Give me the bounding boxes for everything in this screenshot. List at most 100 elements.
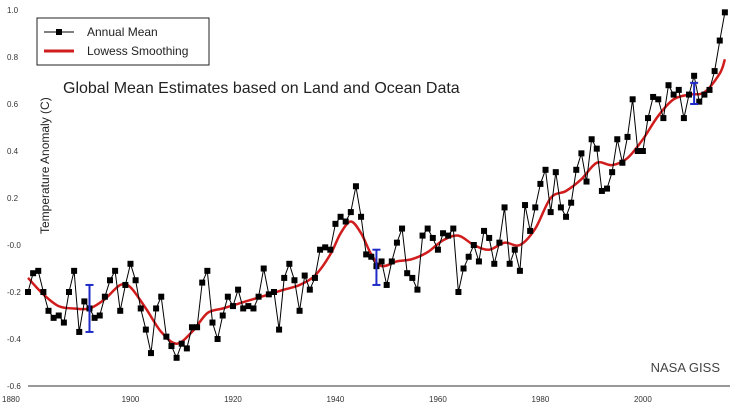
annual-mean-point	[614, 136, 621, 143]
annual-mean-point	[260, 265, 267, 272]
annual-mean-point	[486, 234, 493, 241]
annual-mean-point	[552, 169, 559, 176]
annual-mean-point	[588, 136, 595, 143]
annual-mean-point	[711, 68, 718, 75]
annual-mean-point	[209, 319, 216, 326]
annual-mean-point	[358, 213, 365, 220]
annual-mean-point	[470, 242, 477, 248]
annual-mean-point	[25, 289, 31, 295]
annual-mean-point	[680, 115, 687, 122]
annual-mean-point	[276, 326, 283, 333]
annual-mean-point	[399, 225, 406, 232]
annual-mean-point	[240, 305, 247, 312]
y-tick-labels: -0.6 -0.4 -0.2 -0.0 0.2 0.4 0.6 0.8 1.0	[7, 6, 21, 391]
annual-mean-point	[665, 82, 672, 89]
y-tick-label: -0.2	[7, 288, 21, 297]
annual-mean-point	[460, 265, 467, 272]
annual-mean-point	[327, 246, 334, 253]
annual-mean-point	[106, 277, 113, 284]
annual-mean-point	[527, 227, 534, 234]
annual-mean-point	[322, 244, 329, 251]
annual-mean-point	[573, 166, 580, 173]
annual-mean-point	[91, 314, 98, 321]
annual-mean-point	[670, 91, 677, 98]
annual-mean-point	[65, 289, 72, 295]
annual-mean-point	[188, 324, 195, 331]
annual-mean-point	[229, 303, 236, 310]
annual-mean-point	[153, 305, 160, 312]
annual-mean-point	[393, 239, 400, 246]
annual-mean-point	[311, 274, 318, 281]
annual-mean-point	[604, 185, 611, 192]
annual-mean-point	[475, 258, 482, 265]
annual-mean-point	[537, 180, 544, 187]
series-annual-mean	[25, 9, 728, 361]
annual-mean-point	[619, 159, 626, 166]
annual-mean-point	[173, 354, 180, 361]
annual-mean-point	[383, 281, 390, 288]
annual-mean-point	[501, 204, 508, 211]
annual-mean-point	[655, 96, 662, 103]
annual-mean-point	[81, 298, 88, 305]
annual-mean-point	[686, 91, 693, 98]
annual-mean-point	[378, 258, 385, 265]
annual-mean-point	[368, 253, 375, 260]
annual-mean-point	[465, 253, 472, 260]
annual-mean-point	[650, 93, 657, 100]
annual-mean-point	[363, 251, 370, 258]
annual-mean-point	[645, 115, 652, 122]
x-tick-label: 1960	[429, 395, 447, 404]
annual-mean-point	[542, 166, 549, 173]
annual-mean-point	[639, 148, 646, 154]
annual-mean-point	[624, 133, 631, 140]
error-bar	[690, 81, 699, 105]
x-tick-label: 1920	[224, 395, 242, 404]
y-axis-label: Temperature Anomaly (C)	[38, 97, 52, 234]
annual-mean-point	[127, 260, 134, 267]
annual-mean-point	[660, 115, 667, 122]
annual-mean-point	[183, 345, 190, 352]
annual-mean-point	[491, 260, 498, 267]
y-tick-label: 0.6	[7, 100, 19, 109]
annual-mean-point	[122, 281, 129, 288]
annual-mean-point	[163, 333, 170, 340]
annual-mean-point	[337, 213, 344, 220]
annual-mean-point	[199, 279, 206, 286]
y-tick-label: -0.6	[7, 382, 21, 391]
legend-annual-mean-marker	[56, 29, 62, 35]
annual-mean-point	[194, 324, 201, 331]
annual-mean-point	[255, 293, 262, 300]
x-tick-label: 1880	[2, 395, 20, 404]
annual-mean-point	[404, 270, 411, 277]
source-credit: NASA GISS	[651, 360, 721, 375]
annual-mean-point	[112, 267, 119, 274]
annual-mean-point	[414, 286, 421, 293]
annual-mean-point	[450, 225, 457, 232]
annual-mean-point	[568, 199, 575, 206]
error-bar	[372, 248, 381, 286]
annual-mean-point	[332, 220, 339, 227]
y-tick-label: 0.8	[7, 53, 19, 62]
legend-lowess-label: Lowess Smoothing	[87, 44, 188, 58]
annual-mean-point	[76, 328, 83, 335]
annual-mean-point	[250, 305, 257, 312]
annual-mean-point	[598, 187, 605, 194]
annual-mean-point	[511, 246, 518, 253]
annual-mean-point	[445, 232, 452, 239]
annual-mean-point	[132, 277, 139, 284]
annual-mean-point	[30, 270, 37, 277]
annual-mean-point	[142, 326, 149, 333]
annual-mean-point	[286, 260, 293, 267]
annual-mean-point	[634, 148, 641, 154]
annual-mean-point	[50, 314, 57, 321]
x-tick-label: 1900	[122, 395, 140, 404]
annual-mean-point	[675, 86, 682, 93]
annual-mean-point	[696, 98, 703, 105]
x-tick-label: 2000	[634, 395, 652, 404]
annual-mean-point	[516, 267, 523, 274]
annual-mean-point	[55, 312, 62, 319]
annual-mean-point	[455, 289, 462, 295]
legend-annual-mean-label: Annual Mean	[87, 25, 158, 39]
annual-mean-point	[419, 232, 426, 239]
annual-mean-point	[281, 274, 288, 281]
